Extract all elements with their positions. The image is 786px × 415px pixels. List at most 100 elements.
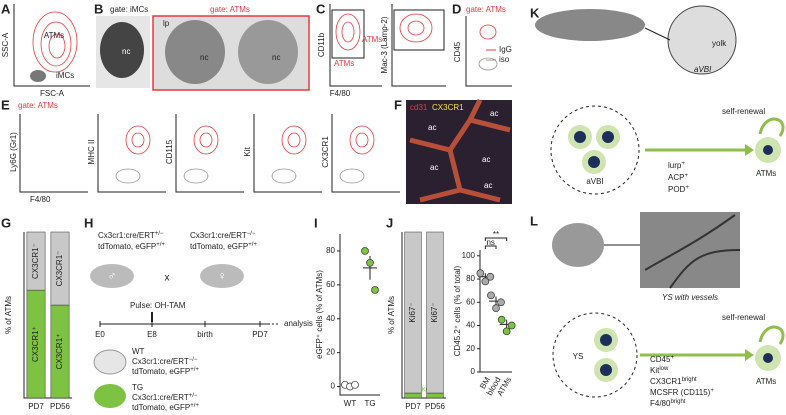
legend-label: iso — [499, 55, 510, 64]
axis-label: CX3CR1 — [321, 136, 330, 168]
text: Kit — [650, 366, 660, 375]
gate-box — [331, 9, 365, 59]
gate-title: gate: ATMs — [210, 5, 250, 14]
data-point — [476, 269, 485, 278]
panel-label: L — [530, 213, 538, 228]
x-tick-label: PD7 — [405, 402, 421, 411]
marker: ACP+ — [668, 173, 688, 183]
contour — [271, 168, 297, 184]
image-label: aVBI — [694, 65, 712, 74]
bar-segment — [26, 231, 46, 291]
niche — [550, 105, 640, 195]
genotype: tdTomato, eGFP+/+ — [190, 242, 257, 252]
plot-axes — [331, 114, 400, 193]
data-point — [502, 327, 511, 336]
renewal-label: self-renewal — [722, 313, 765, 322]
marker: CD45+ — [650, 355, 674, 365]
stain-label: cd31 — [410, 103, 428, 112]
group-name: TG — [132, 383, 143, 392]
panel-label: A — [1, 1, 11, 16]
panel-label: H — [84, 215, 93, 230]
superscript: −/− — [247, 231, 256, 237]
bar-segment — [404, 392, 422, 399]
data-point — [371, 286, 379, 294]
genotype: Cx3cr1:cre/ERT+/− — [132, 393, 198, 403]
y-tick-label: 40 — [466, 321, 475, 330]
series-label: CX3CR1⁻ — [31, 243, 40, 279]
superscript: −/− — [189, 357, 198, 363]
text: Cx3cr1:cre/ERT — [190, 231, 247, 240]
series-label: Ki67⁻ — [408, 302, 417, 322]
em-label: nc — [200, 53, 208, 62]
marker: CX3CR1bright — [650, 377, 697, 387]
cells — [568, 125, 781, 174]
contour — [32, 11, 78, 73]
contour — [355, 132, 369, 148]
panel-e: Ly6G (Gr1) MHC II CD115 Kit CX3CR1 — [9, 114, 400, 193]
data-point — [487, 291, 495, 300]
superscript: +/− — [155, 231, 164, 237]
superscript: low — [659, 366, 669, 372]
data-point — [486, 272, 495, 281]
superscript: +/+ — [248, 242, 257, 248]
contour — [131, 132, 145, 148]
genotype: Cx3cr1:cre/ERT+/− — [98, 231, 164, 241]
text: ACP — [668, 173, 684, 182]
y-tick-label: 20 — [326, 348, 335, 357]
text: lurp — [668, 161, 682, 170]
contour — [349, 125, 375, 155]
cross-symbol: x — [165, 273, 170, 284]
em-label: lp — [163, 19, 170, 28]
bar-segment — [426, 392, 444, 399]
contour — [335, 13, 433, 51]
sex-symbol: ♂ — [108, 269, 117, 283]
text: F4/80 — [650, 399, 671, 408]
data-point — [361, 247, 369, 255]
niche — [552, 312, 638, 398]
axis-label: SSC-A — [1, 32, 10, 57]
vessel — [644, 214, 741, 289]
y-tick-label: 80 — [466, 274, 475, 283]
text: MCSFR (CD115) — [650, 388, 711, 397]
contour — [125, 125, 151, 155]
target-label: ATMs — [756, 169, 776, 178]
gate-label: ATMs — [44, 31, 64, 40]
significance-label: ** — [493, 230, 499, 239]
panel-label: K — [530, 5, 540, 20]
superscript: +/+ — [190, 403, 199, 409]
text: CX3CR1 — [650, 377, 682, 386]
superscript: + — [710, 388, 714, 394]
significance-bracket — [484, 237, 508, 241]
em-label: nc — [272, 53, 280, 62]
contour — [339, 168, 365, 184]
renewal-arrow — [758, 117, 785, 137]
panel-label: B — [94, 1, 103, 16]
data-point — [366, 258, 374, 267]
superscript: + — [685, 185, 689, 191]
gate-title: gate: iMCs — [110, 5, 148, 14]
em-cell — [238, 20, 298, 84]
y-tick-label: 100 — [462, 251, 476, 260]
genotype: tdTomato, eGFP+/+ — [98, 242, 165, 252]
x-tick-label: WT — [344, 399, 357, 408]
series-label: CX3CR1⁺ — [31, 326, 40, 362]
markers: lurp+ACP+POD+ — [668, 161, 689, 195]
mouse-icons — [90, 264, 244, 408]
superscript: bright — [670, 399, 685, 405]
axis-label: MHC II — [87, 140, 96, 165]
marker: Kitlow — [650, 366, 669, 376]
charts: % of ATMs PD7 CX3CR1⁺ CX3CR1⁻ PD56 CX3CR1⁺ CX3… — [4, 230, 516, 411]
significance-bracket — [484, 245, 497, 249]
arrow-head — [745, 349, 754, 361]
axis-label: CD115 — [165, 139, 174, 164]
data-point — [507, 321, 516, 330]
panel-h: Cx3cr1:cre/ERT+/−tdTomato, eGFP+/+♂Cx3cr… — [95, 231, 313, 413]
arrow-head — [745, 144, 754, 156]
embryo-image — [552, 223, 604, 267]
text: tdTomato, eGFP — [132, 367, 190, 376]
renewal-label: self-renewal — [722, 107, 765, 116]
timeline-label: birth — [197, 330, 213, 339]
text: CD45 — [650, 355, 671, 364]
contour — [115, 168, 141, 184]
cell-label: ac — [430, 163, 438, 172]
